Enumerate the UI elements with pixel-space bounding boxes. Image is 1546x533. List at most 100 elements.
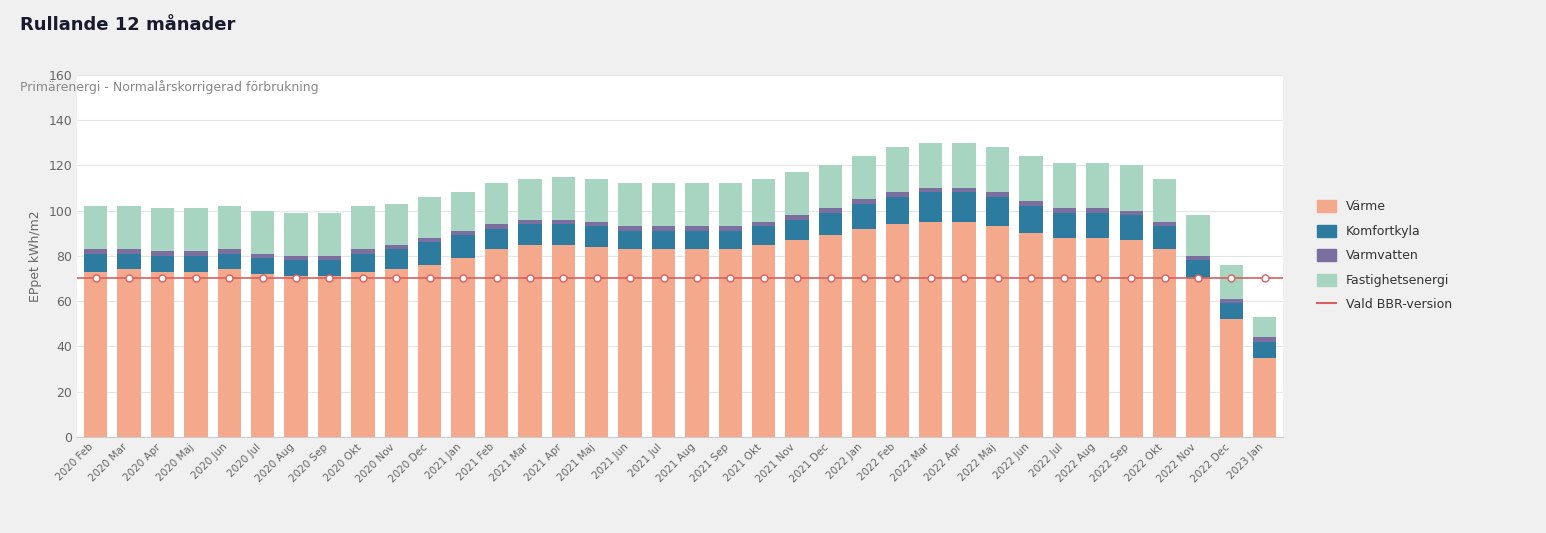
Bar xyxy=(1254,317,1277,337)
Bar xyxy=(451,192,475,231)
Bar xyxy=(1254,337,1277,342)
Bar xyxy=(1186,215,1209,256)
Bar xyxy=(417,265,442,437)
Point xyxy=(284,274,309,282)
Bar xyxy=(152,256,175,272)
Bar xyxy=(1087,238,1110,437)
Point xyxy=(852,274,877,282)
Bar xyxy=(351,249,374,254)
Bar xyxy=(852,204,875,229)
Bar xyxy=(417,242,442,265)
Bar xyxy=(986,197,1010,227)
Point xyxy=(651,274,676,282)
Bar xyxy=(1087,163,1110,208)
Bar xyxy=(918,142,943,188)
Point xyxy=(1252,274,1277,282)
Bar xyxy=(819,165,843,208)
Bar xyxy=(83,254,107,272)
Point xyxy=(985,274,1010,282)
Bar xyxy=(117,249,141,254)
Bar xyxy=(485,224,509,229)
Bar xyxy=(1019,156,1042,201)
Bar xyxy=(518,179,541,220)
Point xyxy=(685,274,710,282)
Bar xyxy=(618,227,642,231)
Point xyxy=(1152,274,1177,282)
Bar xyxy=(385,245,408,249)
Bar xyxy=(685,183,708,227)
Y-axis label: EPpet kWh/m2: EPpet kWh/m2 xyxy=(29,210,42,302)
Bar xyxy=(785,240,809,437)
Bar xyxy=(852,229,875,437)
Bar xyxy=(1053,238,1076,437)
Bar xyxy=(117,206,141,249)
Point xyxy=(216,274,241,282)
Bar xyxy=(485,183,509,224)
Bar xyxy=(751,179,776,222)
Point xyxy=(83,274,108,282)
Point xyxy=(618,274,643,282)
Bar xyxy=(685,227,708,231)
Point xyxy=(184,274,209,282)
Bar xyxy=(1220,319,1243,437)
Point xyxy=(383,274,408,282)
Bar xyxy=(1053,213,1076,238)
Bar xyxy=(1119,165,1142,211)
Bar xyxy=(184,272,207,437)
Bar xyxy=(1087,208,1110,213)
Bar xyxy=(886,224,909,437)
Bar xyxy=(152,208,175,251)
Bar xyxy=(785,220,809,240)
Bar xyxy=(986,227,1010,437)
Bar xyxy=(451,231,475,236)
Bar xyxy=(886,197,909,224)
Bar xyxy=(1186,278,1209,437)
Point xyxy=(1186,274,1211,282)
Bar xyxy=(952,188,976,192)
Bar xyxy=(584,222,609,227)
Point xyxy=(484,274,509,282)
Bar xyxy=(719,227,742,231)
Point xyxy=(250,274,275,282)
Bar xyxy=(652,231,676,249)
Bar xyxy=(417,238,442,242)
Bar xyxy=(1186,256,1209,260)
Point xyxy=(518,274,543,282)
Bar xyxy=(1153,179,1177,222)
Bar xyxy=(250,211,274,254)
Bar xyxy=(518,245,541,437)
Bar xyxy=(986,192,1010,197)
Bar xyxy=(1119,211,1142,215)
Bar xyxy=(184,208,207,251)
Bar xyxy=(284,256,308,260)
Bar xyxy=(1153,227,1177,249)
Legend: Värme, Komfortkyla, Varmvatten, Fastighetsenergi, Vald BBR-version: Värme, Komfortkyla, Varmvatten, Fastighe… xyxy=(1314,197,1456,315)
Point xyxy=(317,274,342,282)
Bar xyxy=(1053,163,1076,208)
Bar xyxy=(485,249,509,437)
Bar xyxy=(652,183,676,227)
Bar xyxy=(351,254,374,272)
Point xyxy=(550,274,575,282)
Bar xyxy=(1087,213,1110,238)
Bar xyxy=(1119,240,1142,437)
Bar xyxy=(1186,260,1209,278)
Bar xyxy=(751,222,776,227)
Bar xyxy=(1254,342,1277,358)
Bar xyxy=(218,249,241,254)
Point xyxy=(116,274,141,282)
Point xyxy=(818,274,843,282)
Bar xyxy=(417,197,442,238)
Point xyxy=(150,274,175,282)
Bar xyxy=(184,251,207,256)
Bar xyxy=(852,156,875,199)
Bar xyxy=(719,231,742,249)
Point xyxy=(785,274,810,282)
Bar xyxy=(785,172,809,215)
Bar xyxy=(886,147,909,192)
Bar xyxy=(485,229,509,249)
Bar xyxy=(1153,222,1177,227)
Bar xyxy=(83,272,107,437)
Bar xyxy=(852,199,875,204)
Bar xyxy=(986,147,1010,192)
